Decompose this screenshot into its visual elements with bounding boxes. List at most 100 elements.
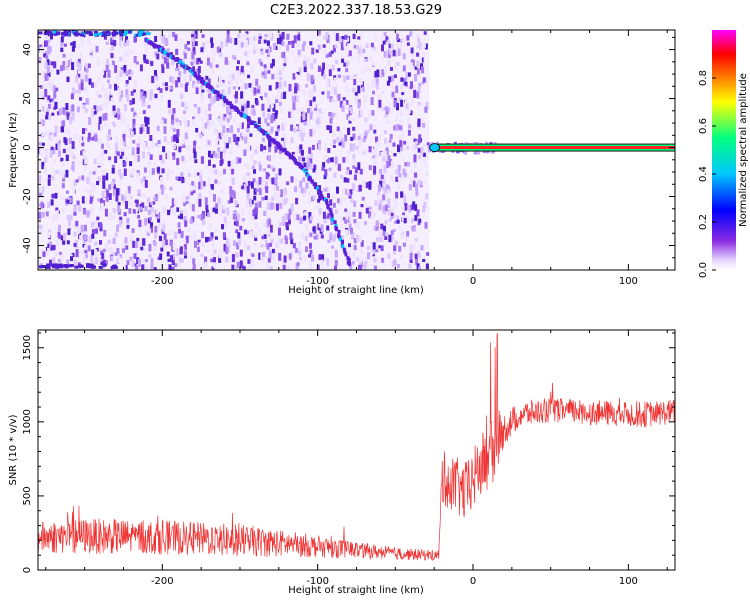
noise-cell bbox=[246, 127, 250, 133]
noise-cell bbox=[417, 251, 421, 258]
noise-cell bbox=[250, 108, 254, 115]
noise-cell bbox=[166, 150, 170, 159]
noise-cell bbox=[47, 232, 51, 238]
noise-cell bbox=[107, 247, 111, 252]
noise-cell bbox=[128, 193, 132, 198]
noise-cell bbox=[377, 184, 381, 192]
noise-cell bbox=[159, 235, 162, 242]
noise-cell bbox=[104, 122, 108, 128]
noise-cell bbox=[274, 45, 278, 50]
noise-cell bbox=[425, 193, 429, 200]
noise-cell bbox=[343, 100, 347, 106]
noise-cell bbox=[278, 227, 281, 236]
noise-cell bbox=[44, 157, 48, 163]
noise-cell bbox=[362, 137, 366, 143]
noise-cell bbox=[185, 200, 189, 204]
noise-cell bbox=[136, 147, 140, 155]
noise-cell bbox=[425, 263, 429, 270]
track-point bbox=[341, 239, 344, 244]
noise-cell bbox=[390, 67, 393, 71]
noise-cell bbox=[358, 151, 362, 155]
noise-cell bbox=[202, 242, 205, 248]
noise-cell bbox=[317, 44, 321, 50]
noise-cell bbox=[132, 123, 136, 128]
noise-cell bbox=[168, 86, 172, 90]
noise-cell bbox=[197, 107, 201, 114]
noise-cell bbox=[354, 92, 358, 97]
noise-cell bbox=[207, 182, 211, 186]
noise-cell bbox=[342, 97, 346, 103]
noise-cell bbox=[309, 41, 313, 46]
noise-cell bbox=[346, 37, 350, 42]
noise-cell bbox=[141, 182, 145, 187]
noise-cell bbox=[150, 258, 154, 265]
edge-cell bbox=[76, 32, 81, 36]
noise-cell bbox=[163, 56, 167, 64]
noise-cell bbox=[205, 75, 209, 80]
noise-cell bbox=[238, 98, 242, 106]
noise-cell bbox=[57, 259, 61, 263]
noise-cell bbox=[246, 163, 250, 170]
noise-cell bbox=[119, 149, 123, 153]
noise-cell bbox=[68, 116, 72, 125]
noise-cell bbox=[334, 44, 338, 49]
noise-cell bbox=[116, 73, 120, 81]
noise-cell bbox=[67, 146, 71, 153]
noise-cell bbox=[107, 134, 111, 141]
noise-cell bbox=[420, 57, 424, 63]
noise-cell bbox=[369, 124, 373, 131]
noise-cell bbox=[47, 247, 51, 253]
noise-cell bbox=[352, 143, 356, 150]
noise-cell bbox=[114, 65, 118, 73]
noise-cell bbox=[388, 209, 391, 216]
noise-cell bbox=[201, 231, 205, 239]
noise-cell bbox=[88, 190, 92, 194]
noise-cell bbox=[91, 221, 95, 226]
noise-cell bbox=[412, 201, 416, 210]
noise-cell bbox=[313, 101, 317, 108]
noise-cell bbox=[393, 94, 397, 98]
noise-cell bbox=[60, 126, 64, 133]
noise-cell bbox=[160, 184, 164, 190]
noise-cell bbox=[197, 57, 201, 62]
noise-cell bbox=[39, 185, 43, 193]
noise-cell bbox=[204, 261, 208, 269]
noise-cell bbox=[382, 194, 386, 201]
noise-cell bbox=[269, 201, 273, 210]
noise-cell bbox=[90, 129, 94, 137]
noise-cell bbox=[283, 198, 287, 205]
noise-cell bbox=[397, 182, 401, 190]
noise-cell bbox=[315, 49, 319, 53]
noise-cell bbox=[250, 84, 254, 92]
noise-cell bbox=[38, 175, 42, 183]
noise-cell bbox=[278, 71, 282, 76]
noise-cell bbox=[78, 161, 82, 166]
noise-cell bbox=[279, 81, 283, 89]
noise-cell bbox=[201, 125, 205, 134]
noise-cell bbox=[163, 126, 167, 134]
noise-cell bbox=[93, 110, 97, 115]
edge-cell bbox=[98, 32, 103, 36]
noise-cell bbox=[271, 196, 275, 201]
noise-cell bbox=[401, 215, 405, 222]
noise-cell bbox=[293, 212, 297, 221]
noise-cell bbox=[357, 36, 361, 40]
noise-cell bbox=[268, 242, 272, 247]
noise-cell bbox=[280, 140, 284, 145]
noise-cell bbox=[233, 221, 237, 226]
noise-cell bbox=[105, 172, 109, 181]
noise-cell bbox=[342, 157, 346, 163]
noise-cell bbox=[47, 115, 51, 120]
noise-cell bbox=[351, 117, 355, 122]
noise-cell bbox=[100, 162, 104, 167]
noise-cell bbox=[353, 79, 357, 86]
noise-cell bbox=[323, 48, 327, 55]
noise-cell bbox=[310, 63, 314, 70]
noise-cell bbox=[302, 132, 306, 137]
noise-cell bbox=[267, 47, 271, 55]
noise-cell bbox=[229, 148, 233, 155]
noise-cell bbox=[345, 68, 349, 73]
noise-cell bbox=[200, 47, 204, 53]
noise-cell bbox=[150, 60, 154, 66]
noise-cell bbox=[72, 186, 76, 195]
